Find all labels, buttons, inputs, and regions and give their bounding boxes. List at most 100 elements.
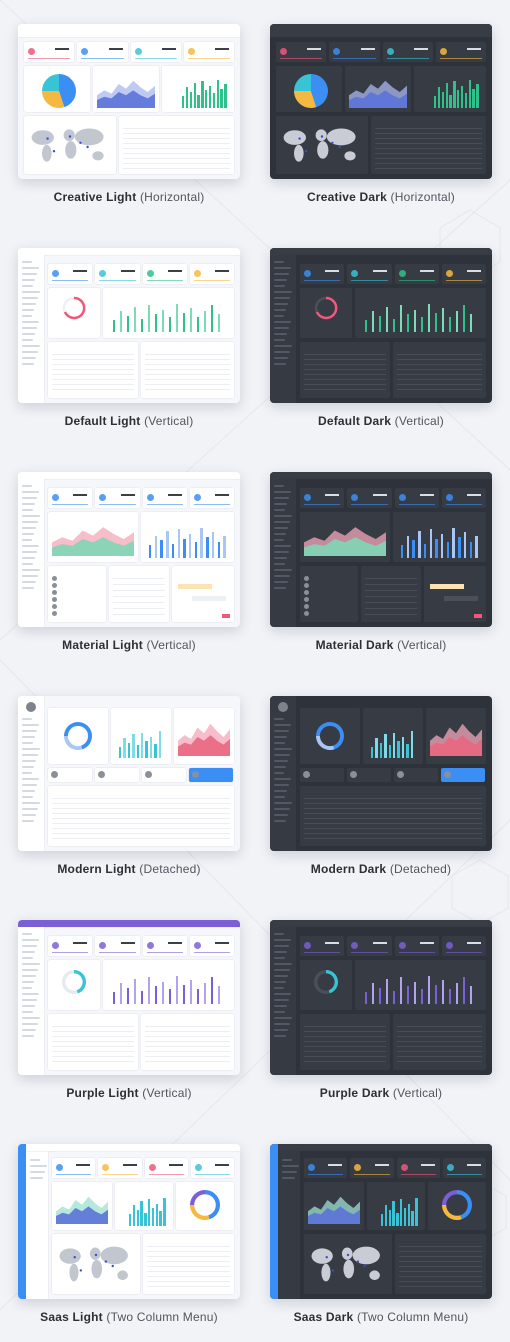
stat-icon — [398, 494, 406, 501]
stat-widget — [300, 936, 345, 956]
theme-preview-saas-light[interactable] — [18, 1144, 240, 1299]
stat-progress — [148, 1173, 184, 1175]
horizontal-nav — [270, 31, 492, 37]
menu-item — [22, 285, 33, 287]
stat-icon — [99, 494, 107, 501]
theme-preview-default-light[interactable] — [18, 248, 240, 403]
chart-bar — [183, 984, 186, 1004]
theme-caption: Purple Dark (Vertical) — [261, 1086, 501, 1100]
avatar — [51, 771, 58, 778]
table-row — [399, 1271, 482, 1272]
stat-widget — [98, 1158, 142, 1178]
chart-bar — [469, 542, 472, 558]
menu-item — [274, 545, 291, 547]
donut-hole — [319, 725, 341, 747]
topbar — [270, 920, 492, 927]
donut-hole — [65, 973, 83, 991]
theme-name: Material Dark — [315, 638, 394, 652]
menu-item — [22, 742, 33, 744]
area-chart — [56, 1196, 108, 1224]
stat-progress — [304, 503, 341, 505]
theme-preview-creative-light[interactable] — [18, 24, 240, 179]
chart-bar — [476, 84, 479, 108]
chart-bar — [211, 532, 215, 558]
chart-bar — [183, 538, 186, 558]
users-table-widget — [48, 342, 138, 398]
theme-preview-creative-dark[interactable] — [270, 24, 492, 179]
table-row — [365, 590, 417, 591]
menu-item — [274, 357, 288, 359]
theme-preview-material-dark[interactable] — [270, 472, 492, 627]
theme-preview-saas-dark[interactable] — [270, 1144, 492, 1299]
table-row — [397, 1031, 482, 1032]
theme-preview-modern-light[interactable] — [18, 696, 240, 851]
table-row — [147, 1276, 230, 1277]
chart-bar — [169, 317, 172, 332]
area-series — [97, 90, 155, 108]
continent — [352, 1246, 380, 1265]
chart-bar — [365, 992, 368, 1004]
menu-item — [274, 503, 287, 505]
menu-item — [22, 351, 38, 353]
contacts-widget — [300, 566, 358, 622]
stat-widget — [183, 42, 234, 62]
menu-item — [22, 261, 32, 263]
stat-icon — [148, 1164, 156, 1171]
menu-item — [22, 1023, 38, 1025]
menu-item — [274, 279, 287, 281]
menu-item — [274, 1005, 287, 1007]
stat-icon — [351, 942, 359, 949]
stat-value — [161, 48, 176, 50]
table-row — [397, 354, 482, 355]
bar-widget — [367, 1182, 425, 1230]
stat-progress — [81, 57, 124, 59]
theme-preview-purple-light[interactable] — [18, 920, 240, 1075]
menu-item — [274, 754, 290, 756]
stat-progress — [304, 279, 341, 281]
menu-item — [274, 575, 290, 577]
chart-bar — [149, 545, 152, 558]
stat-icon — [304, 270, 311, 277]
continent — [91, 1259, 103, 1279]
table-row — [52, 1031, 134, 1032]
stat-progress — [56, 1173, 92, 1175]
theme-name: Modern Light — [57, 862, 136, 876]
map-marker — [79, 1269, 82, 1272]
map-marker — [331, 141, 334, 144]
users-table-widget — [300, 1014, 390, 1070]
profile-card — [394, 768, 438, 782]
stat-icon — [304, 494, 311, 501]
chart-bar — [145, 741, 148, 758]
table-row — [375, 158, 482, 159]
theme-preview-purple-dark[interactable] — [270, 920, 492, 1075]
stat-value — [73, 942, 88, 944]
theme-caption: Purple Light (Vertical) — [9, 1086, 249, 1100]
topbar — [18, 24, 240, 31]
area-series — [56, 1206, 108, 1224]
map-marker — [52, 150, 56, 153]
avatar — [303, 771, 310, 778]
menu-item — [22, 1005, 35, 1007]
map-marker — [94, 1253, 98, 1257]
stat-progress — [398, 279, 435, 281]
theme-preview-modern-dark[interactable] — [270, 696, 492, 851]
menu-item — [274, 291, 292, 293]
table-row — [145, 389, 230, 390]
avatar — [52, 611, 57, 616]
stat-icon — [193, 494, 201, 501]
avatar — [304, 583, 309, 588]
continent — [315, 129, 327, 142]
continent — [317, 141, 329, 159]
menu-item — [274, 993, 291, 995]
menu-item — [274, 261, 284, 263]
avatar — [52, 590, 57, 595]
profile-card — [48, 768, 92, 782]
theme-preview-material-light[interactable] — [18, 472, 240, 627]
menu-item — [274, 951, 287, 953]
area-widget — [52, 1182, 112, 1230]
table-row — [304, 838, 482, 839]
chart-bar — [379, 987, 382, 1004]
table-row — [399, 1286, 482, 1287]
theme-preview-default-dark[interactable] — [270, 248, 492, 403]
theme-name: Saas Light — [40, 1310, 103, 1324]
